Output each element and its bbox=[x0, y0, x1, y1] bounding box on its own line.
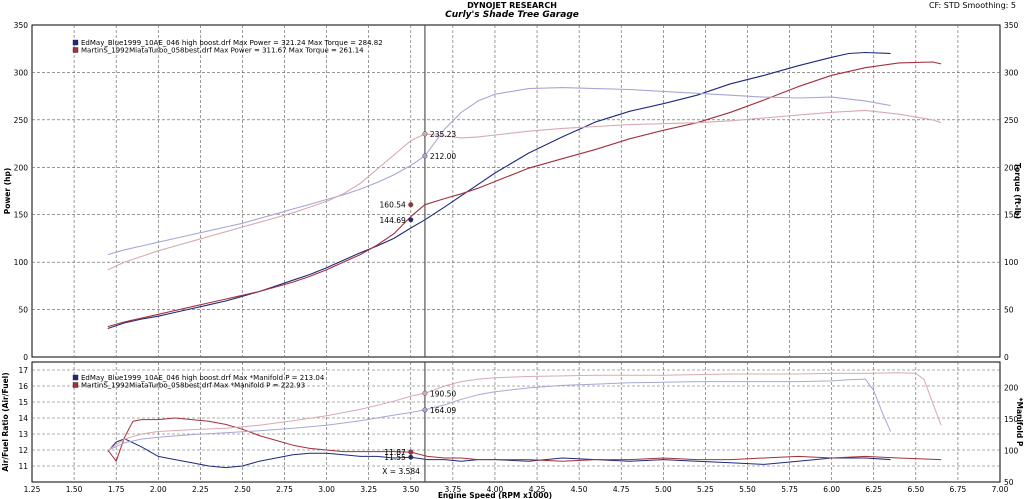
xtick-label: 4.75 bbox=[613, 485, 630, 494]
power-marker-point bbox=[408, 202, 414, 208]
manifold-ytick-label: 100 bbox=[1004, 446, 1019, 455]
afr-marker-point bbox=[422, 390, 428, 396]
power-marker-point bbox=[422, 131, 428, 137]
power-legend-swatch bbox=[72, 39, 79, 46]
afr-marker-label: 164.09 bbox=[430, 406, 456, 415]
xtick-label: 2.25 bbox=[192, 485, 209, 494]
power-marker-label: 212.00 bbox=[430, 152, 456, 161]
xtick-label: 5.25 bbox=[697, 485, 714, 494]
torque-ytick-label: 200 bbox=[1004, 163, 1019, 172]
cursor-x-readout: X = 3.584 bbox=[382, 467, 420, 476]
afr-legend-text: EdMay_Blue1999_10AE_046 high boost.drf M… bbox=[81, 374, 325, 382]
company-title: DYNOJET RESEARCH bbox=[467, 1, 557, 10]
power-marker-point bbox=[422, 153, 428, 159]
xtick-label: 3.00 bbox=[318, 485, 335, 494]
xtick-label: 6.75 bbox=[950, 485, 967, 494]
afr-marker-label: 11.55 bbox=[384, 453, 406, 462]
xtick-label: 3.75 bbox=[445, 485, 462, 494]
torque-ytick-label: 100 bbox=[1004, 258, 1019, 267]
power-legend-text: EdMay_Blue1999_10AE_046 high boost.drf M… bbox=[81, 39, 383, 47]
afr-legend-swatch bbox=[72, 382, 79, 388]
power-marker-label: 235.23 bbox=[430, 130, 456, 139]
power-ytick-label: 200 bbox=[14, 163, 29, 172]
afr-ytick-label: 13 bbox=[18, 430, 28, 439]
afr-manifold-series-line-3 bbox=[107, 378, 892, 451]
afr-manifold-series-line-4 bbox=[107, 372, 942, 451]
afr-ytick-label: 16 bbox=[18, 382, 28, 391]
xtick-label: 7.00 bbox=[992, 485, 1009, 494]
afr-axis-title: Air/Fuel Ratio (Air/Fuel) bbox=[1, 372, 10, 471]
xtick-label: 4.00 bbox=[487, 485, 504, 494]
afr-ytick-label: 12 bbox=[18, 446, 28, 455]
afr-ytick-label: 15 bbox=[18, 398, 28, 407]
manifold-axis-title: *Manifold P bbox=[1015, 398, 1024, 447]
xtick-label: 6.25 bbox=[865, 485, 882, 494]
correction-factor-info: CF: STD Smoothing: 5 bbox=[928, 1, 1016, 10]
power-ytick-label: 300 bbox=[14, 68, 29, 77]
xtick-label: 1.75 bbox=[108, 485, 125, 494]
power-ytick-label: 250 bbox=[14, 116, 29, 125]
power-torque-series-line-1 bbox=[107, 51, 891, 330]
xtick-label: 1.25 bbox=[24, 485, 41, 494]
afr-marker-point bbox=[408, 454, 414, 460]
afr-ytick-label: 14 bbox=[18, 414, 28, 423]
power-marker-label: 160.54 bbox=[380, 201, 406, 210]
power-torque-series-line-4 bbox=[107, 109, 942, 271]
afr-marker-point bbox=[422, 407, 428, 413]
torque-ytick-label: 350 bbox=[1004, 21, 1019, 30]
afr-legend-swatch bbox=[72, 374, 79, 381]
xtick-label: 5.75 bbox=[781, 485, 798, 494]
xtick-label: 4.25 bbox=[529, 485, 546, 494]
xtick-label: 4.50 bbox=[571, 485, 588, 494]
power-ytick-label: 150 bbox=[14, 211, 29, 220]
afr-ytick-label: 17 bbox=[18, 366, 28, 375]
xtick-label: 2.00 bbox=[150, 485, 167, 494]
power-marker-point bbox=[408, 217, 414, 223]
power-legend-text: MartinS_1992MiataTurbo_058best.drf Max P… bbox=[81, 47, 364, 55]
torque-ytick-label: 0 bbox=[1004, 353, 1009, 362]
power-ytick-label: 0 bbox=[23, 353, 28, 362]
power-ytick-label: 100 bbox=[14, 258, 29, 267]
afr-marker-label: 190.50 bbox=[430, 389, 456, 398]
xtick-label: 3.25 bbox=[360, 485, 377, 494]
power-ytick-label: 350 bbox=[14, 21, 29, 30]
xtick-label: 3.50 bbox=[402, 485, 419, 494]
xtick-label: 2.75 bbox=[276, 485, 293, 494]
xtick-label: 2.50 bbox=[234, 485, 251, 494]
power-legend-swatch bbox=[72, 47, 79, 53]
xtick-label: 1.50 bbox=[66, 485, 83, 494]
xtick-label: 5.50 bbox=[739, 485, 756, 494]
xtick-label: 6.00 bbox=[823, 485, 840, 494]
afr-marker-label: 11.87 bbox=[384, 448, 406, 457]
afr-legend-text: MartinS_1992MiataTurbo_058best.drf Max *… bbox=[81, 382, 305, 390]
manifold-ytick-label: 200 bbox=[1004, 383, 1019, 392]
power-marker-label: 144.69 bbox=[380, 216, 406, 225]
power-torque-series-line-3 bbox=[107, 87, 891, 256]
torque-ytick-label: 300 bbox=[1004, 68, 1019, 77]
afr-manifold-series-line-2 bbox=[107, 417, 942, 462]
torque-ytick-label: 150 bbox=[1004, 211, 1019, 220]
power-axis-title: Power (hp) bbox=[3, 168, 12, 215]
torque-axis-title: Torque (ft-lb) bbox=[1013, 163, 1022, 219]
power-ytick-label: 50 bbox=[18, 306, 28, 315]
chart-subtitle: Curly's Shade Tree Garage bbox=[445, 10, 579, 20]
x-axis-title: Engine Speed (RPM x1000) bbox=[438, 491, 552, 499]
xtick-label: 5.00 bbox=[655, 485, 672, 494]
power-torque-series-line-2 bbox=[107, 61, 942, 328]
manifold-ytick-label: 50 bbox=[1004, 478, 1014, 487]
xtick-label: 6.50 bbox=[907, 485, 924, 494]
torque-ytick-label: 50 bbox=[1004, 306, 1014, 315]
power-panel-frame bbox=[31, 24, 1001, 358]
afr-ytick-label: 11 bbox=[18, 462, 28, 471]
afr-panel-frame bbox=[31, 361, 1001, 483]
manifold-ytick-label: 150 bbox=[1004, 415, 1019, 424]
torque-ytick-label: 250 bbox=[1004, 116, 1019, 125]
afr-marker-point bbox=[408, 449, 414, 455]
afr-manifold-series-line-1 bbox=[107, 438, 891, 469]
